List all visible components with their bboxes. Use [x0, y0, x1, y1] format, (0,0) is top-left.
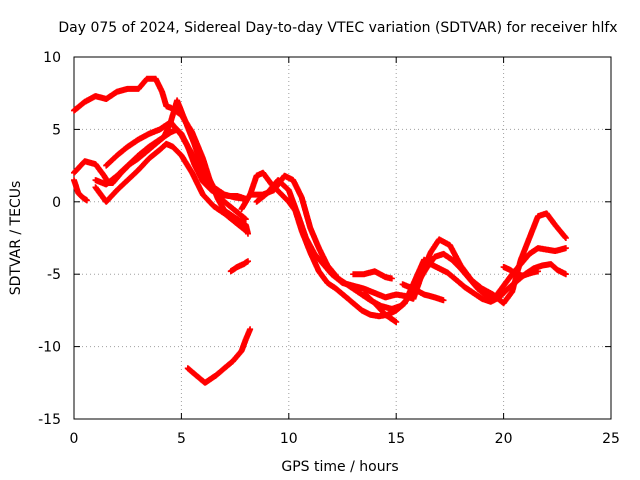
series-markers	[253, 177, 569, 307]
series-arc-14	[399, 281, 447, 304]
series-arc-8	[227, 258, 251, 275]
series-markers	[227, 258, 251, 275]
series-arc-1	[71, 75, 174, 114]
series-markers	[350, 268, 395, 282]
x-tick-label: 10	[280, 431, 298, 447]
grid	[74, 57, 611, 419]
y-axis-label: SDTVAR / TECUs	[8, 181, 24, 296]
y-tick-label: 5	[52, 122, 61, 138]
axis-ticks: 0 5 10 15 20 25 -15 -10 -5 0 5 10	[38, 50, 620, 447]
x-tick-label: 20	[495, 431, 513, 447]
x-tick-label: 25	[602, 431, 620, 447]
series-markers	[71, 177, 90, 204]
plot-frame	[73, 56, 612, 420]
x-tick-label: 5	[177, 431, 186, 447]
y-tick-label: -5	[47, 267, 61, 283]
series-markers	[399, 281, 447, 304]
series-arc-2	[71, 177, 90, 204]
x-tick-label: 15	[387, 431, 405, 447]
y-tick-label: 10	[43, 50, 61, 66]
data-points	[71, 75, 569, 386]
series-markers	[500, 264, 541, 279]
series-arc-6	[92, 126, 249, 202]
series-markers	[71, 75, 174, 114]
y-tick-label: 0	[52, 195, 61, 211]
series-markers	[361, 290, 400, 325]
series-arc-16	[361, 290, 400, 325]
series-arc-15	[500, 264, 541, 279]
x-axis-label: GPS time / hours	[281, 459, 398, 475]
chart-title: Day 075 of 2024, Sidereal Day-to-day VTE…	[58, 20, 617, 36]
y-tick-label: -10	[38, 340, 61, 356]
series-arc-4	[92, 140, 249, 234]
y-tick-label: -15	[38, 412, 61, 428]
series-arc-7	[167, 104, 251, 237]
series-markers	[184, 326, 254, 386]
series-arc-12	[253, 177, 569, 307]
x-tick-label: 0	[70, 431, 79, 447]
series-markers	[167, 104, 251, 237]
series-markers	[92, 140, 249, 234]
series-arc-13	[350, 268, 395, 282]
series-arc-9	[184, 326, 254, 386]
series-markers	[92, 126, 249, 202]
